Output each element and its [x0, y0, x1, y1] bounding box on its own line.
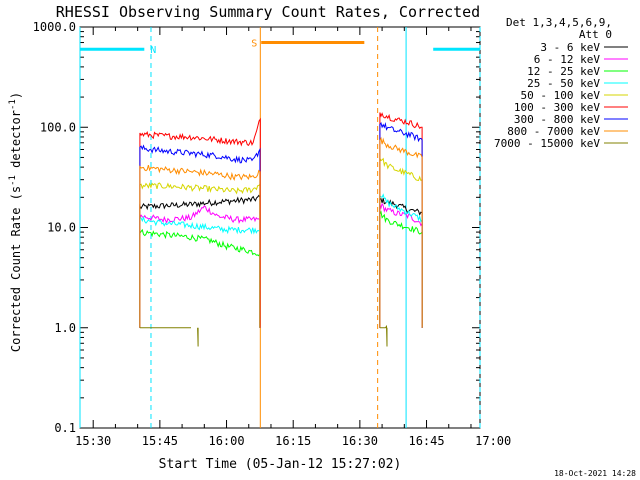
series-line-6-12-kev [379, 202, 423, 328]
legend-entry-label: 50 - 100 keV [521, 89, 601, 102]
y-axis-label-end: ) [9, 92, 23, 99]
x-tick-label: 16:00 [208, 434, 244, 448]
series-line-50-100-kev [139, 182, 261, 328]
chart-title: RHESSI Observing Summary Count Rates, Co… [56, 3, 480, 21]
legend-entry-label: 25 - 50 keV [527, 77, 600, 90]
series-group [139, 112, 423, 347]
y-axis-label-sup2: -1 [8, 99, 18, 110]
y-tick-label: 0.1 [54, 421, 76, 435]
series-line-6-12-kev [139, 205, 261, 328]
series-line-7000-15000-kev [197, 327, 199, 347]
x-tick-label: 16:45 [408, 434, 444, 448]
legend-entry-label: 7000 - 15000 keV [494, 137, 600, 150]
series-line-12-25-kev [379, 210, 423, 328]
plot-layer: 1000.0 100.0 10.0 1.0 0.115:30 15:45 16:00 16:1… [33, 20, 512, 448]
legend-header-attenuator: Att 0 [579, 28, 612, 41]
y-tick-label: 100.0 [40, 120, 76, 134]
x-tick-label: 16:15 [275, 434, 311, 448]
y-tick-label: 1000.0 [33, 20, 76, 34]
x-tick-label: 17:00 [475, 434, 511, 448]
y-axis-label-main: Corrected Count Rate (s [9, 186, 23, 352]
y-tick-label: 10.0 [47, 221, 76, 235]
series-line-50-100-kev [379, 157, 423, 328]
series-line-3-6-kev [379, 198, 423, 328]
legend-header-detectors: Det 1,3,4,5,6,9, [506, 16, 612, 29]
series-line-7000-15000-kev [379, 324, 388, 347]
series-line-100-300-kev [379, 112, 423, 328]
legend-entry-label: 100 - 300 keV [514, 101, 600, 114]
y-tick-label: 1.0 [54, 321, 76, 335]
series-line-800-7000-kev [139, 164, 261, 328]
legend-entry-label: 3 - 6 keV [540, 41, 600, 54]
series-line-300-800-kev [379, 121, 423, 328]
series-line-3-6-kev [139, 194, 261, 328]
series-line-12-25-kev [139, 228, 261, 328]
x-tick-label: 15:30 [75, 434, 111, 448]
series-line-300-800-kev [139, 144, 261, 328]
legend-entry-label: 800 - 7000 keV [507, 125, 600, 138]
series-line-800-7000-kev [379, 136, 423, 328]
y-axis-label-rest: detector [9, 110, 23, 175]
flag-bar-label: S [251, 39, 257, 50]
y-axis-label-sup: -1 [8, 175, 18, 186]
series-line-25-50-kev [379, 193, 423, 328]
legend-entry-label: 6 - 12 keV [534, 53, 601, 66]
series-line-100-300-kev [139, 117, 261, 328]
x-axis-label: Start Time (05-Jan-12 15:27:02) [159, 457, 402, 472]
x-tick-label: 15:45 [142, 434, 178, 448]
flag-bar-label: N [150, 45, 156, 56]
legend-entry-label: 300 - 800 keV [514, 113, 600, 126]
y-axis-label: Corrected Count Rate (s-1 detector-1) [8, 92, 23, 352]
x-tick-label: 16:30 [342, 434, 378, 448]
legend-entry-label: 12 - 25 keV [527, 65, 600, 78]
plot-timestamp: 18-Oct-2021 14:28 [554, 469, 636, 478]
series-line-25-50-kev [139, 215, 261, 328]
